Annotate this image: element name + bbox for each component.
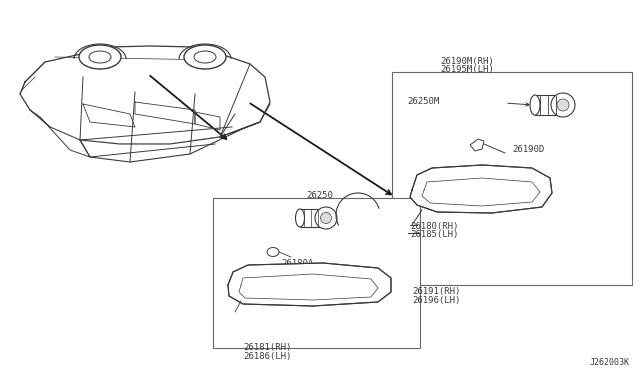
Bar: [392, 72, 632, 285]
Text: 26190M(RH): 26190M(RH): [440, 57, 494, 66]
Ellipse shape: [557, 99, 569, 111]
Text: 26250: 26250: [307, 191, 333, 200]
Ellipse shape: [315, 207, 337, 229]
Ellipse shape: [89, 51, 111, 63]
Polygon shape: [20, 46, 270, 144]
Polygon shape: [30, 110, 90, 157]
Polygon shape: [80, 122, 260, 162]
Polygon shape: [228, 263, 391, 306]
Text: 26180A: 26180A: [281, 259, 313, 268]
Ellipse shape: [321, 212, 332, 224]
Ellipse shape: [530, 95, 540, 115]
Text: 26195M(LH): 26195M(LH): [440, 65, 494, 74]
Ellipse shape: [296, 209, 305, 227]
Text: 26191(RH): 26191(RH): [412, 287, 460, 296]
Text: 26196(LH): 26196(LH): [412, 296, 460, 305]
Ellipse shape: [194, 51, 216, 63]
Bar: [300, 209, 326, 227]
Ellipse shape: [79, 45, 121, 69]
Text: 26186(LH): 26186(LH): [243, 352, 291, 361]
Text: 26190D: 26190D: [512, 145, 544, 154]
Polygon shape: [470, 139, 484, 151]
Text: J262003K: J262003K: [590, 358, 630, 367]
Ellipse shape: [184, 45, 226, 69]
Bar: [213, 198, 420, 348]
Polygon shape: [410, 165, 552, 213]
Ellipse shape: [551, 93, 575, 117]
Bar: [535, 95, 563, 115]
Text: 26180(RH): 26180(RH): [410, 222, 458, 231]
Ellipse shape: [267, 247, 279, 257]
Text: 26185(LH): 26185(LH): [410, 230, 458, 239]
Text: 26181(RH): 26181(RH): [243, 343, 291, 352]
Text: 26250M: 26250M: [407, 97, 439, 106]
